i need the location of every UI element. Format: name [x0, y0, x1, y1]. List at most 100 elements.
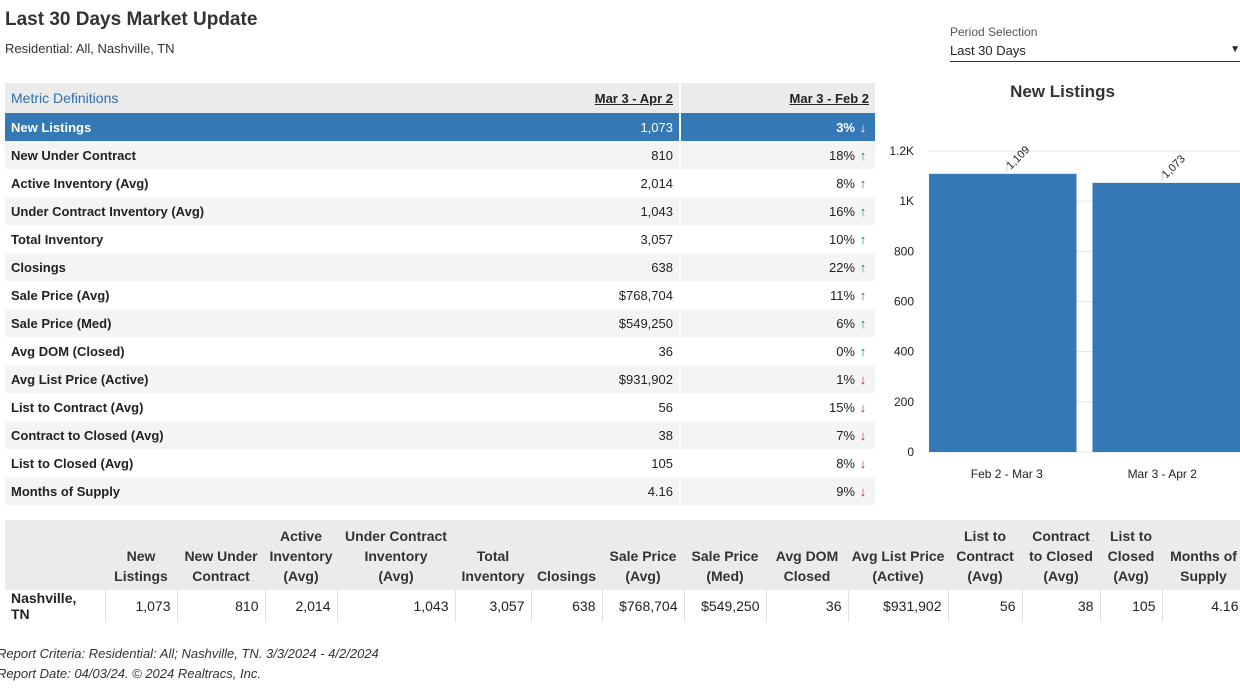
- summary-cell: 36: [766, 590, 849, 622]
- metric-value: $549,250: [427, 309, 680, 337]
- metric-row[interactable]: Total Inventory 3,057 10% ↑: [5, 225, 875, 253]
- summary-header-line: Contract: [192, 568, 250, 584]
- metric-value: 38: [427, 421, 680, 449]
- summary-cell: 4.16: [1162, 590, 1240, 622]
- metric-definitions-link[interactable]: Metric Definitions: [11, 90, 119, 106]
- metric-row[interactable]: New Under Contract 810 18% ↑: [5, 141, 875, 169]
- column-header-current[interactable]: Mar 3 - Apr 2: [427, 83, 680, 113]
- metric-row[interactable]: List to Contract (Avg) 56 15% ↓: [5, 393, 875, 421]
- metric-change: 16% ↑: [679, 197, 875, 225]
- summary-cell: 56: [948, 590, 1023, 622]
- metric-row[interactable]: Months of Supply 4.16 9% ↓: [5, 477, 875, 505]
- summary-header-line: List to: [1110, 528, 1152, 544]
- arrow-up-icon: ↑: [859, 147, 867, 163]
- metric-change-value: 3%: [836, 119, 855, 135]
- summary-header-line: Inventory: [364, 548, 428, 564]
- metric-row[interactable]: Contract to Closed (Avg) 38 7% ↓: [5, 421, 875, 449]
- metric-value: 2,014: [640, 175, 673, 191]
- summary-header-line: to Closed: [1029, 548, 1093, 564]
- summary-cell: 1,043: [337, 590, 456, 622]
- summary-header-cell: Avg List Price (Active): [848, 520, 948, 590]
- summary-header-line: New: [126, 548, 156, 564]
- report-date: Report Date: 04/03/24. © 2024 Realtracs,…: [0, 666, 261, 681]
- summary-header-line: Closings: [536, 568, 597, 584]
- metric-change: 11% ↑: [679, 281, 875, 309]
- summary-header-line: Contract: [956, 548, 1014, 564]
- metric-row[interactable]: Sale Price (Med) $549,250 6% ↑: [5, 309, 875, 337]
- metric-change: 8% ↑: [679, 169, 875, 197]
- summary-table-row: Nashville, TN 1,073 810 2,014 1,043 3,057 638 $…: [5, 590, 1240, 622]
- metric-change-value: 18%: [828, 147, 855, 163]
- metric-change: 0% ↑: [679, 337, 875, 365]
- metric-value: 3,057: [640, 231, 673, 247]
- arrow-up-icon: ↑: [859, 203, 867, 219]
- summary-table: New Listings New Under Contract Active Invent…: [5, 520, 1240, 622]
- bar-data-label: 1,073: [1160, 153, 1188, 181]
- metric-row[interactable]: Active Inventory (Avg) 2,014 8% ↑: [5, 169, 875, 197]
- summary-header-line: Contract: [1032, 528, 1090, 544]
- metric-label: New Listings: [5, 113, 427, 141]
- summary-cell: 105: [1100, 590, 1163, 622]
- metric-row[interactable]: New Listings 1,073 3% ↓: [5, 113, 875, 141]
- summary-header-cell: Avg DOM Closed: [766, 520, 848, 590]
- metric-label: Closings: [5, 253, 427, 281]
- metric-label: Active Inventory (Avg): [11, 175, 149, 191]
- metric-change-value: 15%: [828, 399, 855, 415]
- summary-header-line: (Avg): [283, 568, 319, 584]
- metric-change-value: 22%: [828, 259, 855, 275]
- y-tick-label: 800: [894, 244, 914, 258]
- metric-label: Sale Price (Avg): [11, 287, 110, 303]
- arrow-down-icon: ↓: [859, 119, 867, 135]
- metric-label: List to Closed (Avg): [11, 455, 134, 471]
- summary-table-header: New Listings New Under Contract Active Invent…: [5, 520, 1240, 590]
- metric-value: 1,043: [427, 197, 680, 225]
- metric-change-value: 16%: [828, 203, 855, 219]
- metric-row[interactable]: Closings 638 22% ↑: [5, 253, 875, 281]
- summary-cell: 3,057: [455, 590, 532, 622]
- summary-header-cell: Sale Price (Med): [684, 520, 766, 590]
- page-subtitle: Residential: All, Nashville, TN: [5, 41, 175, 56]
- metric-change: 9% ↓: [679, 477, 875, 505]
- metric-change-value: 11%: [829, 287, 855, 303]
- page-title: Last 30 Days Market Update: [5, 9, 258, 30]
- summary-cell: 38: [1022, 590, 1101, 622]
- metric-row[interactable]: Under Contract Inventory (Avg) 1,043 16% ↑: [5, 197, 875, 225]
- summary-header-cell: Closings: [531, 520, 602, 590]
- summary-header-cell: List to Closed (Avg): [1100, 520, 1162, 590]
- summary-header-line: Closed: [783, 568, 831, 584]
- metric-row[interactable]: Sale Price (Avg) $768,704 11% ↑: [5, 281, 875, 309]
- metric-row[interactable]: List to Closed (Avg) 105 8% ↓: [5, 449, 875, 477]
- arrow-up-icon: ↑: [859, 287, 867, 303]
- metric-change-value: 9%: [836, 483, 855, 499]
- arrow-up-icon: ↑: [859, 175, 867, 191]
- summary-header-line: Closed: [1107, 548, 1155, 564]
- metric-label: Under Contract Inventory (Avg): [5, 197, 427, 225]
- period-selector: Period Selection Last 30 Days ▼: [950, 25, 1240, 62]
- y-tick-label: 1K: [899, 194, 914, 208]
- summary-header-line: Total: [476, 548, 510, 564]
- summary-row-label: Nashville, TN: [5, 590, 106, 622]
- metric-label: Months of Supply: [5, 477, 427, 505]
- metric-change: 3% ↓: [679, 113, 875, 141]
- metric-label: Avg List Price (Active): [5, 365, 427, 393]
- x-tick-label: Mar 3 - Apr 2: [1128, 467, 1198, 481]
- summary-header-line: List to: [964, 528, 1006, 544]
- metric-row[interactable]: Avg DOM (Closed) 36 0% ↑: [5, 337, 875, 365]
- summary-header-cell: Active Inventory (Avg): [265, 520, 337, 590]
- period-select-value: Last 30 Days: [950, 43, 1026, 58]
- summary-header-line: Listings: [114, 568, 168, 584]
- summary-header-line: Months of: [1170, 548, 1237, 564]
- column-header-change[interactable]: Mar 3 - Feb 2: [679, 83, 875, 113]
- metric-label: Contract to Closed (Avg): [5, 421, 427, 449]
- summary-header-line: New Under: [184, 548, 258, 564]
- metric-label: Sale Price (Med): [5, 309, 427, 337]
- period-select-dropdown[interactable]: Last 30 Days ▼: [950, 43, 1240, 62]
- metric-change-value: 7%: [836, 427, 855, 443]
- summary-header-line: (Active): [872, 568, 924, 584]
- period-selection-label: Period Selection: [950, 25, 1038, 39]
- metric-value: 1,073: [427, 113, 680, 141]
- metric-label: Total Inventory: [11, 231, 104, 247]
- metric-row[interactable]: Avg List Price (Active) $931,902 1% ↓: [5, 365, 875, 393]
- summary-header-line: Inventory: [269, 548, 333, 564]
- summary-header-line: (Avg): [625, 568, 661, 584]
